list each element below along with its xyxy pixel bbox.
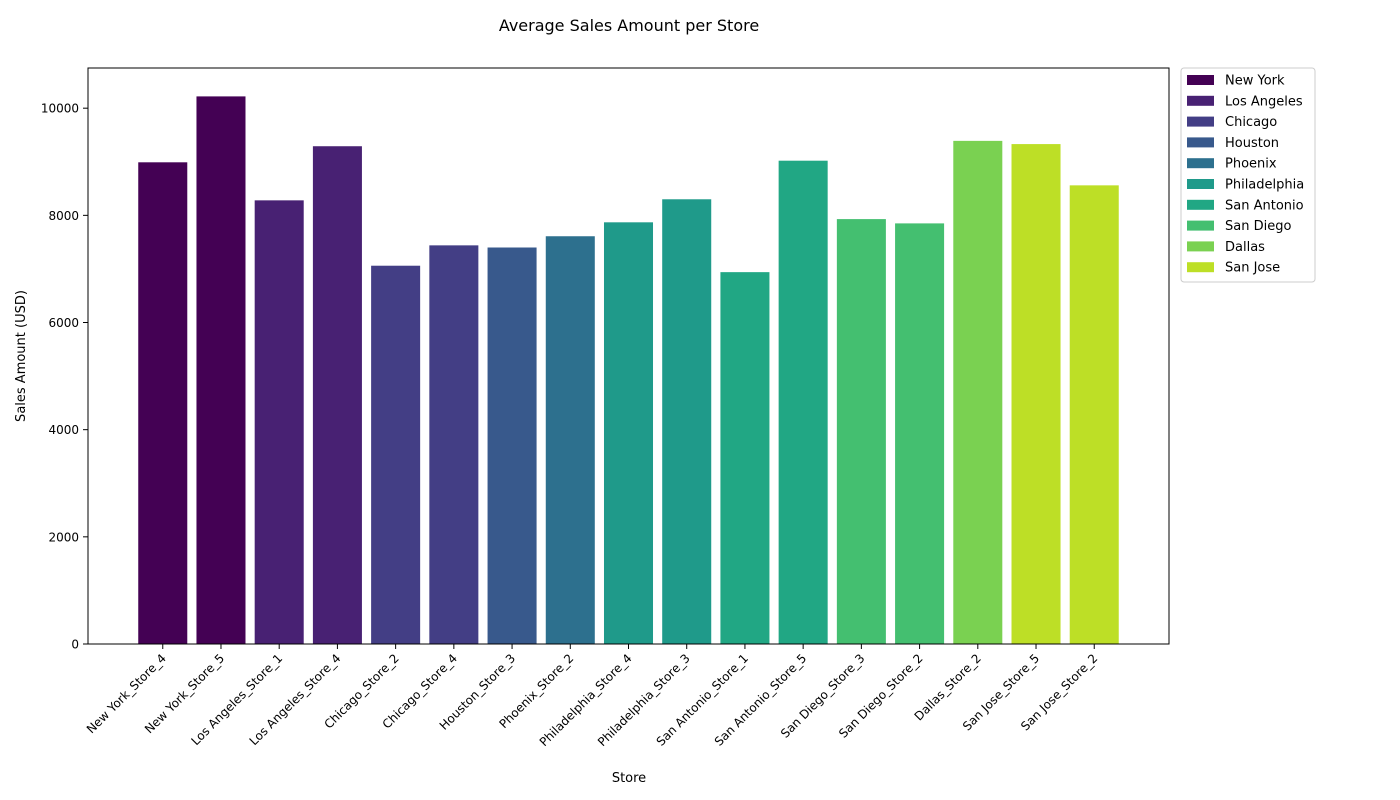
legend-label: Houston xyxy=(1225,136,1279,151)
y-tick-label: 10000 xyxy=(41,102,79,116)
legend-label: Philadelphia xyxy=(1225,178,1304,193)
legend-swatch xyxy=(1187,116,1214,127)
bar xyxy=(720,272,770,644)
legend-label: Los Angeles xyxy=(1225,94,1303,109)
legend-label: San Jose xyxy=(1225,261,1280,276)
y-tick-label: 8000 xyxy=(48,209,79,223)
bar xyxy=(487,247,537,644)
legend-frame xyxy=(1180,67,1316,283)
bar xyxy=(603,222,654,644)
legend-swatch xyxy=(1187,137,1214,148)
legend-swatch xyxy=(1187,220,1214,231)
y-tick-label: 4000 xyxy=(48,423,79,437)
bars xyxy=(138,96,1119,645)
legend-label: San Antonio xyxy=(1225,198,1304,213)
y-axis-ticks: 0 2000 4000 6000 8000 10000 xyxy=(41,102,88,652)
x-axis-label: Store xyxy=(612,771,646,786)
legend-swatch xyxy=(1187,95,1214,106)
legend-swatch xyxy=(1187,199,1214,210)
bar xyxy=(1069,185,1119,644)
bar xyxy=(1011,144,1061,645)
legend-label: San Diego xyxy=(1225,219,1291,234)
bar xyxy=(545,236,595,644)
y-tick-label: 2000 xyxy=(48,530,79,544)
bar xyxy=(895,223,945,644)
legend-swatch xyxy=(1187,241,1214,252)
y-tick-label: 0 xyxy=(71,638,79,652)
bar xyxy=(196,96,246,645)
legend-swatch xyxy=(1187,75,1214,85)
y-tick-label: 6000 xyxy=(48,316,79,330)
bar xyxy=(662,199,712,644)
bar xyxy=(312,146,362,645)
bar xyxy=(371,265,421,644)
bar xyxy=(953,140,1003,644)
legend-swatch xyxy=(1187,262,1214,273)
chart-title: Average Sales Amount per Store xyxy=(499,16,759,35)
legend-swatch xyxy=(1187,179,1214,189)
legend-label: Chicago xyxy=(1225,115,1277,130)
y-axis-label: Sales Amount (USD) xyxy=(14,290,29,422)
bar xyxy=(138,162,188,644)
bar xyxy=(778,160,828,645)
legend-label: Dallas xyxy=(1225,240,1265,255)
legend-label: Phoenix xyxy=(1225,157,1277,172)
plot-frame xyxy=(87,67,1170,645)
bar xyxy=(836,219,886,644)
bar xyxy=(429,245,479,644)
legend-label: New York xyxy=(1225,74,1285,89)
legend: New York Los Angeles Chicago Houston Phoenix… xyxy=(1180,67,1316,283)
bar xyxy=(254,200,304,644)
legend-swatch xyxy=(1187,158,1214,169)
